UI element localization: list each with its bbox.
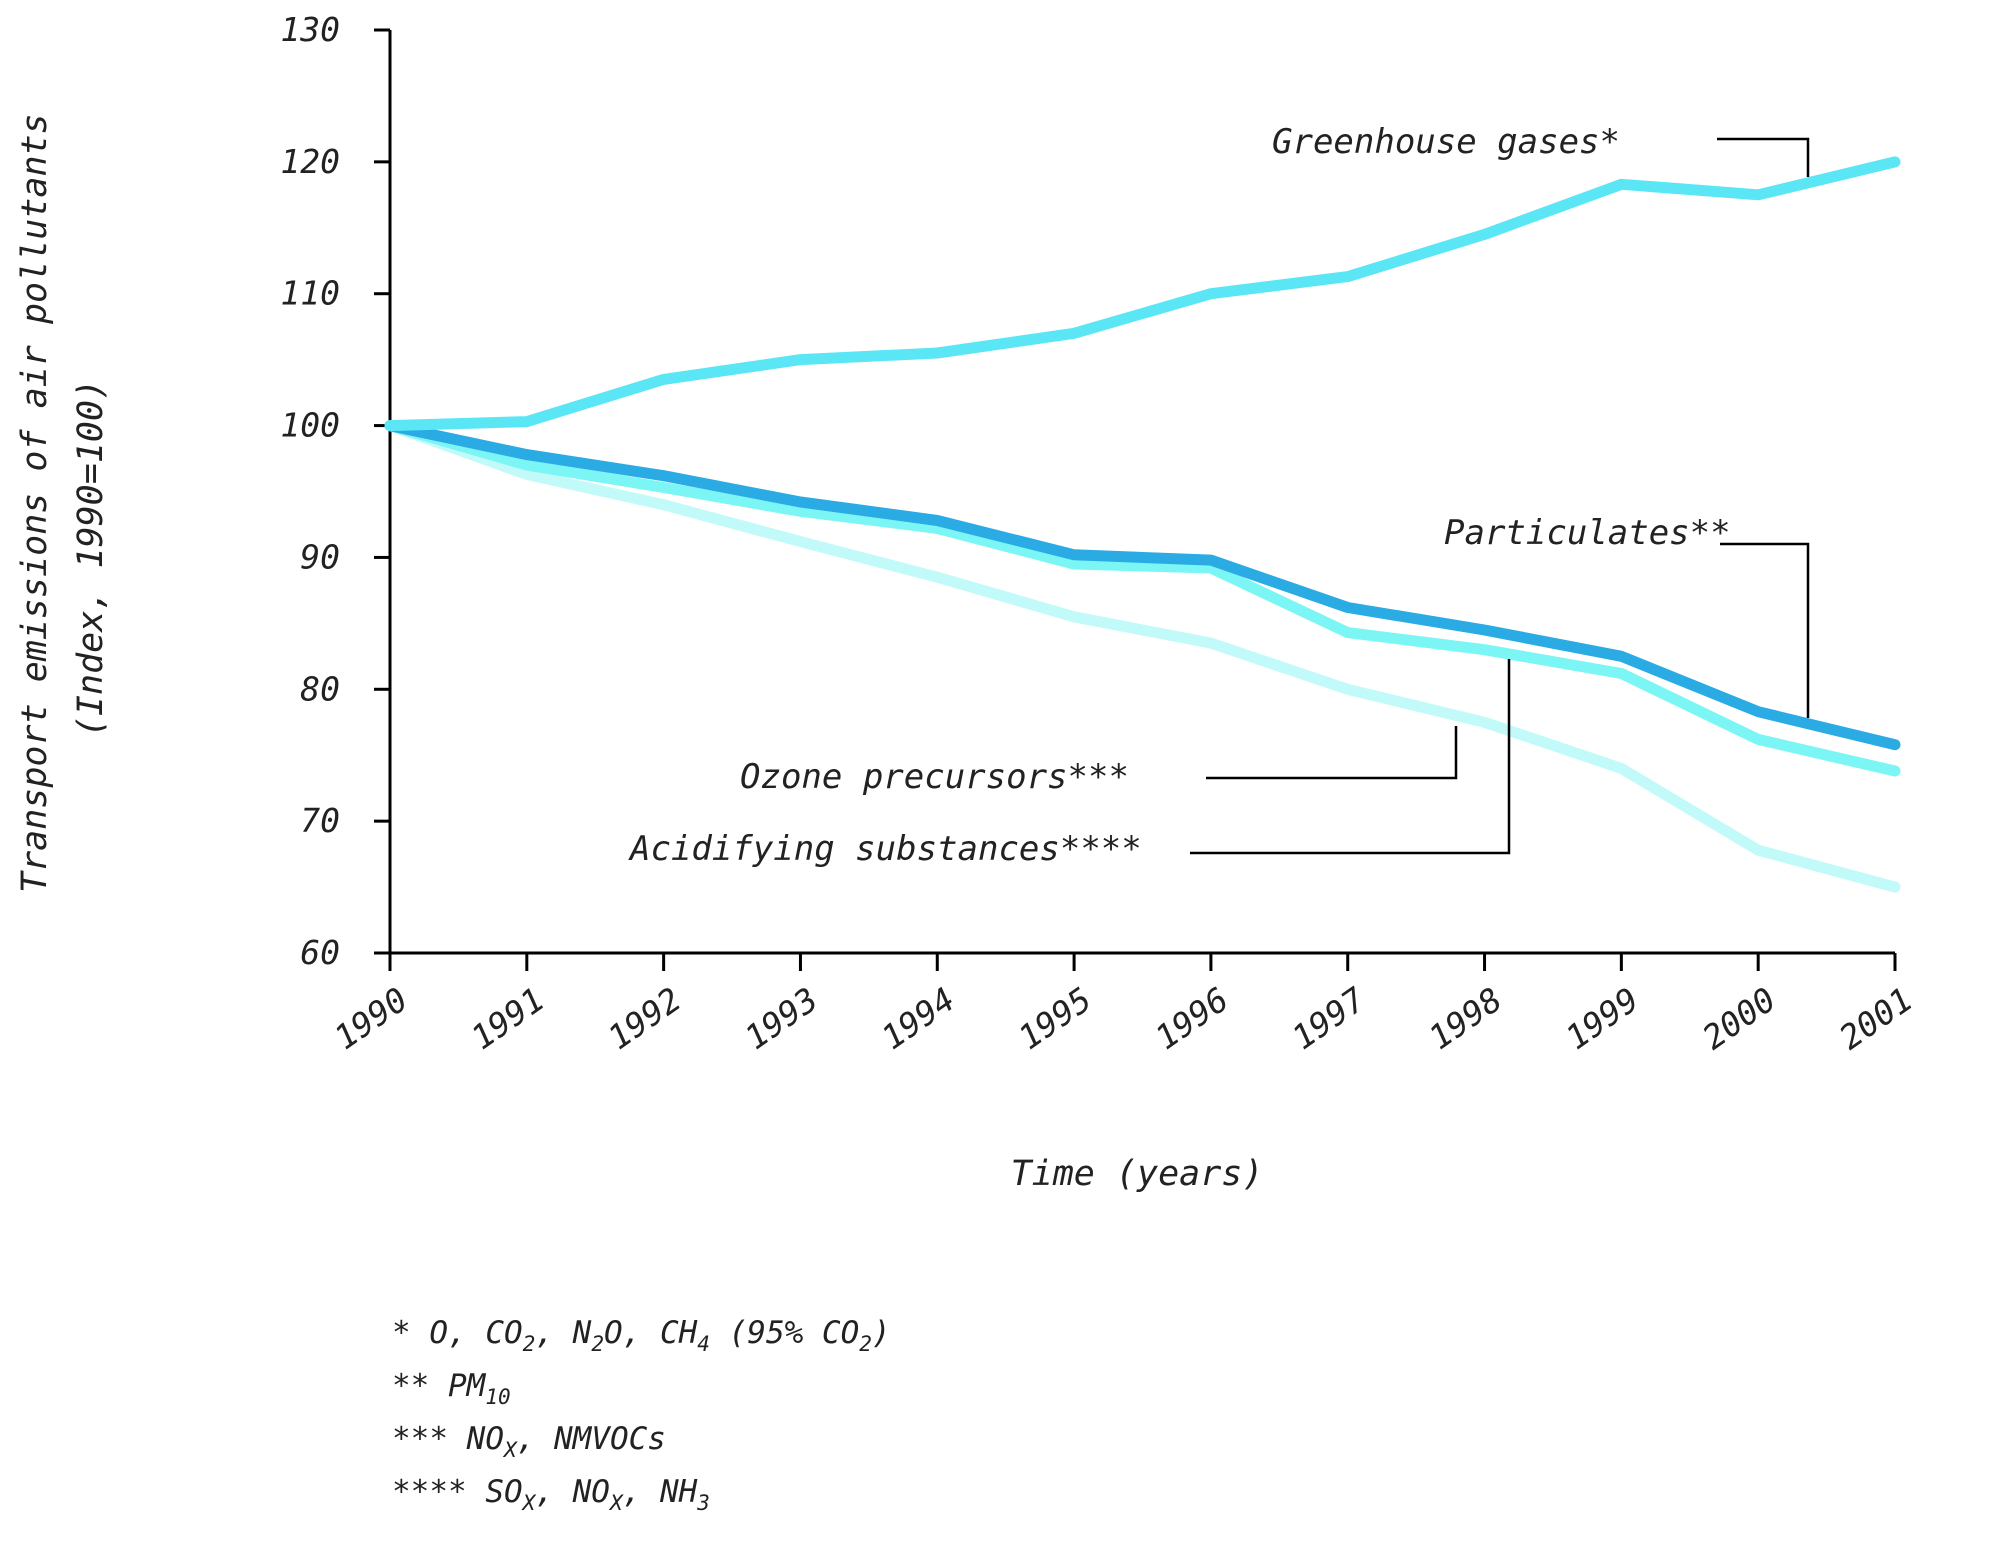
y-tick-label: 80: [300, 669, 340, 708]
series-line-acidifying: [384, 420, 1901, 893]
series-label-ozone: Ozone precursors***: [740, 757, 1129, 797]
x-tick-label: 2001: [1832, 980, 1919, 1058]
y-tick-label: 110: [280, 274, 340, 313]
y-tick-label: 130: [280, 10, 340, 49]
x-tick-label: 1990: [327, 980, 414, 1058]
leader-particulates: [1720, 542, 1810, 718]
series-line-greenhouse: [384, 156, 1901, 432]
label-particulates: Particulates**: [1444, 513, 1810, 718]
x-tick-label: 1995: [1011, 980, 1098, 1058]
y-tick-label: 90: [300, 537, 340, 576]
series-label-greenhouse: Greenhouse gases*: [1272, 122, 1620, 162]
series-label-particulates: Particulates**: [1444, 513, 1731, 553]
x-tick-label: 1993: [738, 980, 825, 1058]
footnote-2: ** PM10: [392, 1368, 511, 1409]
x-tick-label: 1999: [1558, 980, 1645, 1058]
x-ticks: 1990 1991 1992 1993 1994 1995 1996 1997 1998 1999…: [327, 953, 1920, 1058]
series-line-particulates: [384, 420, 1901, 751]
footnote-3: *** NOX, NMVOCs: [392, 1421, 666, 1462]
x-tick-label: 1992: [601, 980, 688, 1058]
series-line-ozone: [384, 420, 1901, 777]
x-tick-label: 2000: [1695, 980, 1782, 1058]
leader-ozone: [1206, 726, 1458, 780]
footnotes: * O, CO2, N2O, CH4 (95% CO2) ** PM10 ***…: [392, 1315, 891, 1515]
x-tick-label: 1991: [464, 980, 551, 1058]
x-axis-title: Time (years): [1011, 1154, 1264, 1194]
series-label-acidifying: Acidifying substances****: [628, 829, 1142, 869]
leader-acidifying: [1190, 659, 1511, 855]
footnote-4: **** SOX, NOX, NH3: [392, 1474, 710, 1515]
footnote-1: * O, CO2, N2O, CH4 (95% CO2): [392, 1315, 891, 1356]
y-tick-label: 100: [280, 406, 340, 445]
label-ozone: Ozone precursors***: [740, 726, 1458, 797]
x-tick-label: 1997: [1285, 980, 1373, 1058]
leader-greenhouse: [1717, 137, 1810, 177]
y-axis-title-line2: (Index, 1990=100): [71, 379, 111, 737]
y-tick-label: 120: [280, 142, 340, 181]
label-greenhouse: Greenhouse gases*: [1272, 122, 1810, 177]
y-ticks: 60 70 80 90 100 110 120 130: [280, 10, 390, 972]
series-lines: [384, 156, 1901, 893]
x-tick-label: 1998: [1422, 980, 1509, 1058]
x-tick-label: 1994: [874, 980, 961, 1058]
y-tick-label: 70: [300, 801, 340, 840]
y-axis-title-line1: Transport emissions of air pollutants: [15, 113, 55, 893]
y-axis-title: Transport emissions of air pollutants (I…: [15, 113, 111, 893]
y-tick-label: 60: [300, 933, 340, 972]
x-tick-label: 1996: [1148, 980, 1235, 1058]
label-acidifying: Acidifying substances****: [628, 659, 1511, 869]
